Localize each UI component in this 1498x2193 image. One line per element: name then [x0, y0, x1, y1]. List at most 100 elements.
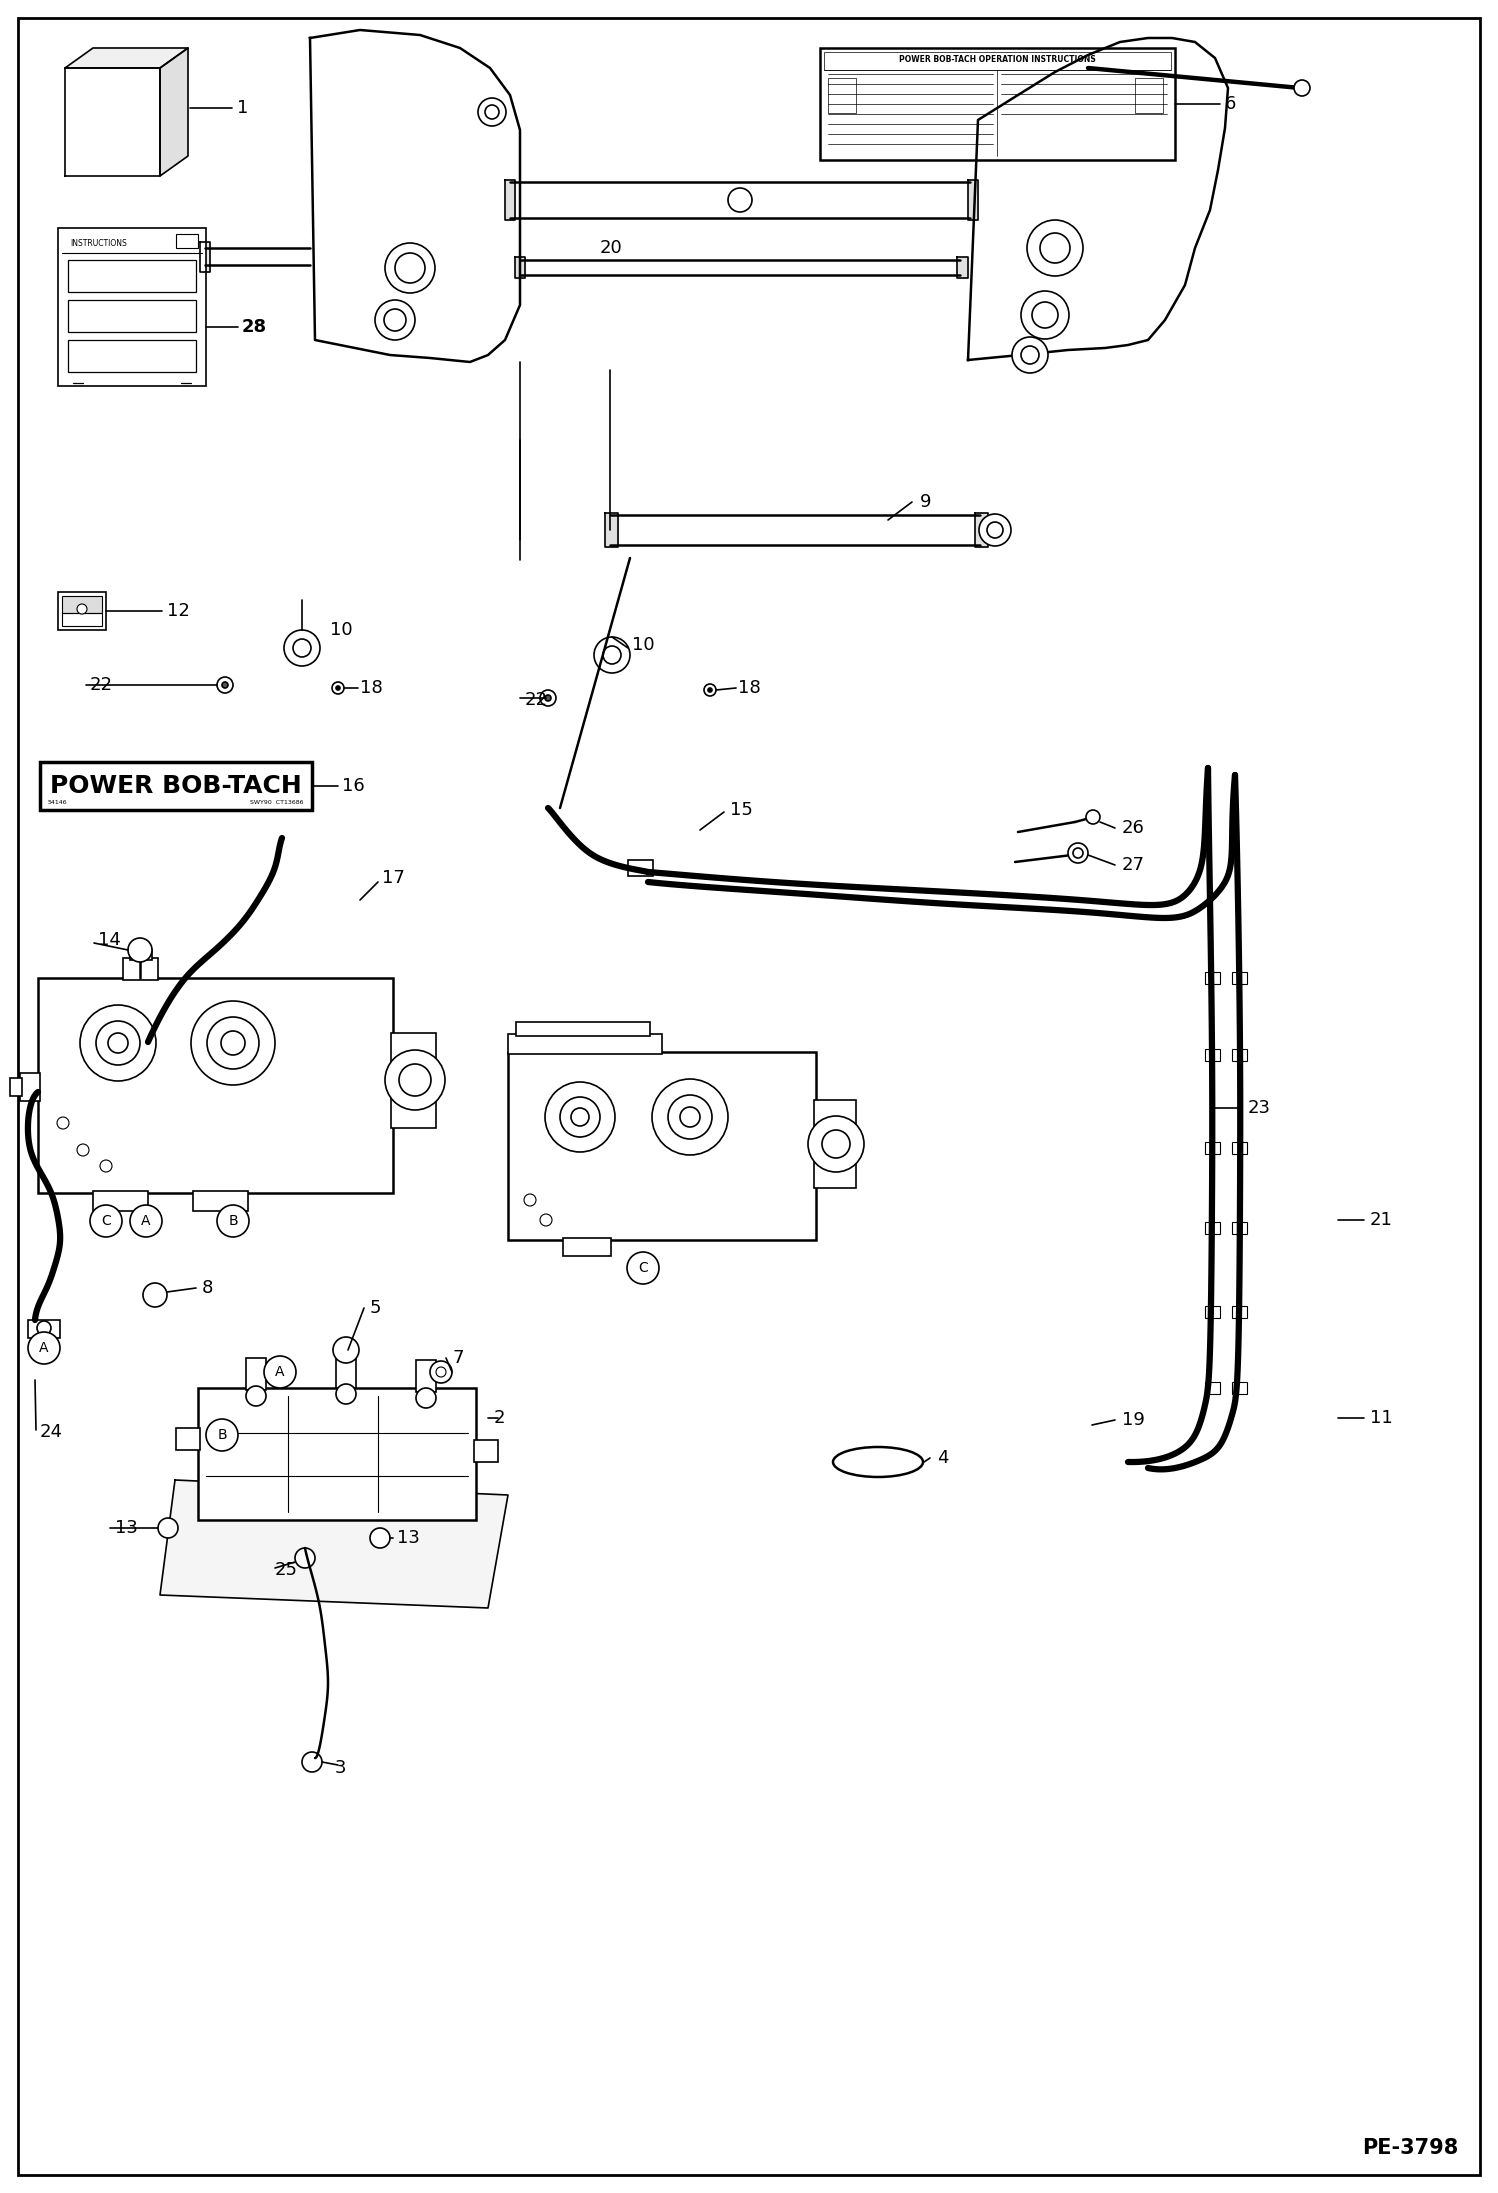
Circle shape	[76, 603, 87, 614]
Circle shape	[539, 691, 556, 706]
Text: 3: 3	[334, 1759, 346, 1776]
Circle shape	[668, 1094, 712, 1138]
Text: 15: 15	[730, 800, 753, 818]
Circle shape	[100, 1160, 112, 1171]
Circle shape	[545, 1081, 616, 1151]
Bar	[1231, 971, 1246, 985]
Text: 19: 19	[1122, 1410, 1144, 1430]
Circle shape	[336, 1384, 357, 1404]
Circle shape	[108, 1033, 127, 1053]
Bar	[1231, 1307, 1246, 1318]
Polygon shape	[160, 1480, 508, 1607]
Polygon shape	[64, 48, 189, 68]
Circle shape	[79, 1004, 156, 1081]
Text: 14: 14	[97, 932, 121, 950]
Bar	[1204, 971, 1219, 985]
Bar	[473, 1441, 497, 1463]
Bar	[1204, 1307, 1219, 1318]
Bar	[28, 1320, 60, 1338]
Text: 6: 6	[1225, 94, 1236, 114]
Bar	[515, 1022, 650, 1035]
Circle shape	[1073, 849, 1083, 857]
Bar	[58, 228, 207, 386]
Circle shape	[28, 1331, 60, 1364]
Circle shape	[709, 689, 712, 693]
Bar	[123, 958, 157, 980]
Circle shape	[1032, 303, 1058, 329]
Text: 7: 7	[452, 1349, 463, 1366]
Circle shape	[37, 1320, 51, 1336]
Polygon shape	[64, 68, 160, 175]
Circle shape	[217, 678, 234, 693]
Bar	[824, 53, 1171, 70]
Bar	[1231, 1048, 1246, 1061]
Bar	[1231, 1382, 1246, 1395]
Polygon shape	[605, 513, 619, 546]
Bar	[416, 1360, 436, 1393]
Text: 1: 1	[237, 99, 249, 116]
Circle shape	[295, 1548, 315, 1568]
Bar	[508, 1053, 816, 1239]
Circle shape	[1022, 346, 1040, 364]
Circle shape	[130, 1204, 162, 1237]
Circle shape	[430, 1362, 452, 1384]
Circle shape	[1068, 842, 1088, 864]
Text: A: A	[39, 1340, 49, 1355]
Circle shape	[485, 105, 499, 118]
Circle shape	[385, 243, 434, 294]
Circle shape	[1040, 232, 1070, 263]
Circle shape	[728, 189, 752, 213]
Bar	[1204, 1048, 1219, 1061]
Polygon shape	[968, 180, 978, 219]
Circle shape	[303, 1752, 322, 1772]
Circle shape	[207, 1018, 259, 1068]
Text: 20: 20	[601, 239, 623, 257]
Circle shape	[76, 1145, 88, 1156]
Circle shape	[539, 1215, 551, 1226]
Circle shape	[222, 1031, 246, 1055]
Text: A: A	[141, 1215, 151, 1228]
Circle shape	[264, 1355, 297, 1388]
Bar	[37, 978, 392, 1193]
Text: A: A	[276, 1364, 285, 1379]
Bar	[67, 340, 196, 373]
Text: 22: 22	[524, 691, 548, 708]
Circle shape	[222, 682, 228, 689]
Text: 25: 25	[276, 1561, 298, 1579]
Circle shape	[383, 309, 406, 331]
Bar	[508, 1035, 662, 1055]
Text: PE-3798: PE-3798	[1362, 2138, 1458, 2158]
Bar	[391, 1033, 436, 1127]
Circle shape	[395, 252, 425, 283]
Polygon shape	[310, 31, 520, 362]
Polygon shape	[957, 257, 968, 279]
Circle shape	[157, 1518, 178, 1537]
Text: 17: 17	[382, 868, 404, 886]
Circle shape	[987, 522, 1004, 537]
Circle shape	[132, 943, 148, 958]
Circle shape	[1028, 219, 1083, 276]
Circle shape	[127, 939, 151, 963]
Polygon shape	[968, 37, 1228, 360]
Bar	[813, 1101, 855, 1189]
Bar	[93, 1191, 148, 1211]
Text: 4: 4	[938, 1450, 948, 1467]
Circle shape	[1013, 338, 1049, 373]
Circle shape	[652, 1079, 728, 1156]
Circle shape	[57, 1116, 69, 1129]
Circle shape	[1294, 79, 1309, 96]
Circle shape	[524, 1193, 536, 1206]
Bar	[1135, 79, 1162, 114]
Bar	[1231, 1143, 1246, 1154]
Text: SWY90  CT13686: SWY90 CT13686	[250, 800, 304, 805]
Text: 22: 22	[90, 675, 112, 693]
Circle shape	[595, 636, 631, 673]
Polygon shape	[160, 48, 189, 175]
Bar	[198, 1388, 476, 1520]
Bar	[61, 614, 102, 625]
Circle shape	[628, 1252, 659, 1283]
Text: C: C	[102, 1215, 111, 1228]
Text: C: C	[638, 1261, 647, 1274]
Bar	[10, 1079, 22, 1096]
Bar	[19, 1072, 40, 1101]
